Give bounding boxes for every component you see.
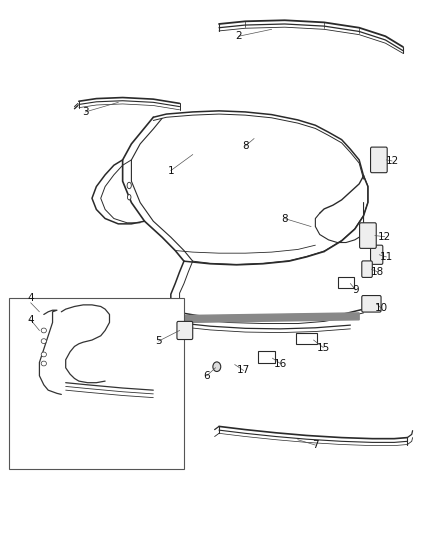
- Ellipse shape: [41, 328, 46, 333]
- FancyBboxPatch shape: [177, 321, 193, 340]
- FancyBboxPatch shape: [362, 261, 372, 277]
- FancyBboxPatch shape: [371, 147, 387, 173]
- Text: 15: 15: [317, 343, 330, 352]
- Text: 4: 4: [27, 315, 34, 325]
- Ellipse shape: [41, 339, 46, 344]
- Polygon shape: [184, 313, 359, 322]
- Text: 8: 8: [281, 214, 288, 223]
- Text: 11: 11: [380, 252, 393, 262]
- Text: 10: 10: [374, 303, 388, 313]
- Text: 2: 2: [235, 31, 242, 41]
- Bar: [296, 333, 317, 344]
- Text: 5: 5: [155, 336, 162, 346]
- Ellipse shape: [213, 362, 221, 372]
- Text: 16: 16: [274, 359, 287, 368]
- Bar: [338, 277, 354, 288]
- Ellipse shape: [41, 352, 46, 357]
- FancyBboxPatch shape: [360, 223, 376, 248]
- Text: 18: 18: [371, 267, 384, 277]
- Text: 9: 9: [352, 285, 359, 295]
- Text: 3: 3: [82, 107, 89, 117]
- Text: 12: 12: [378, 232, 391, 241]
- Text: 1: 1: [167, 166, 174, 175]
- Text: 8: 8: [242, 141, 249, 151]
- Bar: [9, 298, 184, 469]
- Text: 17: 17: [237, 366, 250, 375]
- FancyBboxPatch shape: [371, 245, 383, 264]
- Ellipse shape: [127, 182, 131, 189]
- Text: 12: 12: [385, 156, 399, 166]
- Bar: [258, 351, 275, 363]
- FancyBboxPatch shape: [362, 295, 381, 312]
- Ellipse shape: [41, 361, 46, 366]
- Text: 6: 6: [203, 371, 210, 381]
- Text: 4: 4: [27, 294, 34, 303]
- Ellipse shape: [127, 195, 131, 200]
- Text: 7: 7: [312, 440, 319, 450]
